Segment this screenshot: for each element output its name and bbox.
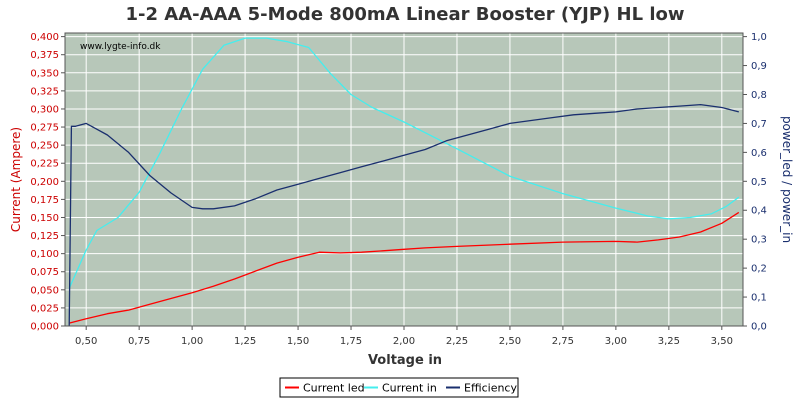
y-left-tick-label: 0,050	[30, 285, 59, 296]
x-tick-label: 2,50	[499, 336, 521, 347]
y-left-tick-label: 0,200	[30, 177, 59, 188]
x-tick-label: 3,25	[658, 336, 680, 347]
x-tick-label: 2,75	[552, 336, 574, 347]
grid	[65, 33, 743, 327]
series-line-current-in	[68, 37, 740, 289]
y-right-tick-label: 0,7	[751, 119, 767, 130]
y-axis-right: 0,0 0,1 0,2 0,3 0,4 0,5 0,6 0,7 0,8 0,9 1,0	[743, 32, 767, 333]
y-left-tick-label: 0,100	[30, 249, 59, 260]
legend	[279, 377, 519, 398]
y-left-tick-label: 0,175	[30, 195, 59, 206]
y-left-tick-label: 0,125	[30, 231, 59, 242]
y-left-tick-label: 0,300	[30, 104, 59, 115]
x-tick-label: 3,00	[605, 336, 627, 347]
x-tick-label: 2,25	[446, 336, 468, 347]
watermark: www.lygte-info.dk	[80, 42, 161, 52]
y-left-tick-label: 0,325	[30, 86, 59, 97]
y-axis-right-title: power_led / power_in	[780, 116, 794, 243]
x-axis-title: Voltage in	[368, 353, 442, 368]
y-left-tick-label: 0,000	[30, 322, 59, 333]
y-left-tick-label: 0,250	[30, 141, 59, 152]
x-tick-label: 1,75	[340, 336, 362, 347]
x-tick-label: 1,25	[234, 336, 256, 347]
y-left-tick-label: 0,400	[30, 32, 59, 43]
series-line-current-led	[69, 211, 740, 324]
y-right-tick-label: 0,8	[751, 90, 767, 101]
y-right-tick-label: 0,0	[751, 322, 767, 333]
y-right-tick-label: 0,4	[751, 206, 767, 217]
x-tick-label: 1,00	[181, 336, 203, 347]
y-right-tick-label: 0,2	[751, 264, 767, 275]
y-left-tick-label: 0,150	[30, 213, 59, 224]
y-right-tick-label: 0,6	[751, 148, 767, 159]
y-left-tick-label: 0,025	[30, 303, 59, 314]
y-left-tick-label: 0,075	[30, 267, 59, 278]
x-tick-label: 0,75	[128, 336, 150, 347]
x-tick-label: 2,00	[393, 336, 415, 347]
y-right-tick-label: 0,3	[751, 235, 767, 246]
series-line-efficiency	[68, 103, 739, 327]
y-right-tick-label: 1,0	[751, 32, 767, 43]
y-left-tick-label: 0,275	[30, 123, 59, 134]
x-axis: 0,50 0,75 1,00 1,25 1,50 1,75 2,00 2,25 2,50 2,75…	[75, 326, 733, 347]
chart-title: 1-2 AA-AAA 5-Mode 800mA Linear Booster (…	[125, 4, 684, 25]
x-tick-label: 1,50	[287, 336, 309, 347]
y-axis-left: 0,000 0,025 0,050 0,075 0,100 0,125 0,150 0,175…	[30, 32, 65, 333]
y-left-tick-label: 0,375	[30, 50, 59, 61]
series-layer	[68, 37, 740, 327]
y-right-tick-label: 0,1	[751, 293, 767, 304]
y-left-tick-label: 0,350	[30, 68, 59, 79]
y-axis-left-title: Current (Ampere)	[9, 127, 23, 232]
legend-label-current-in: Current in	[382, 382, 437, 395]
y-left-tick-label: 0,225	[30, 159, 59, 170]
legend-items: Current led Current in Efficiency	[285, 382, 517, 395]
legend-label-current-led: Current led	[303, 382, 365, 395]
y-right-tick-label: 0,5	[751, 177, 767, 188]
y-right-tick-label: 0,9	[751, 61, 767, 72]
x-tick-label: 3,50	[711, 336, 733, 347]
x-tick-label: 0,50	[75, 336, 97, 347]
legend-label-efficiency: Efficiency	[464, 382, 517, 395]
